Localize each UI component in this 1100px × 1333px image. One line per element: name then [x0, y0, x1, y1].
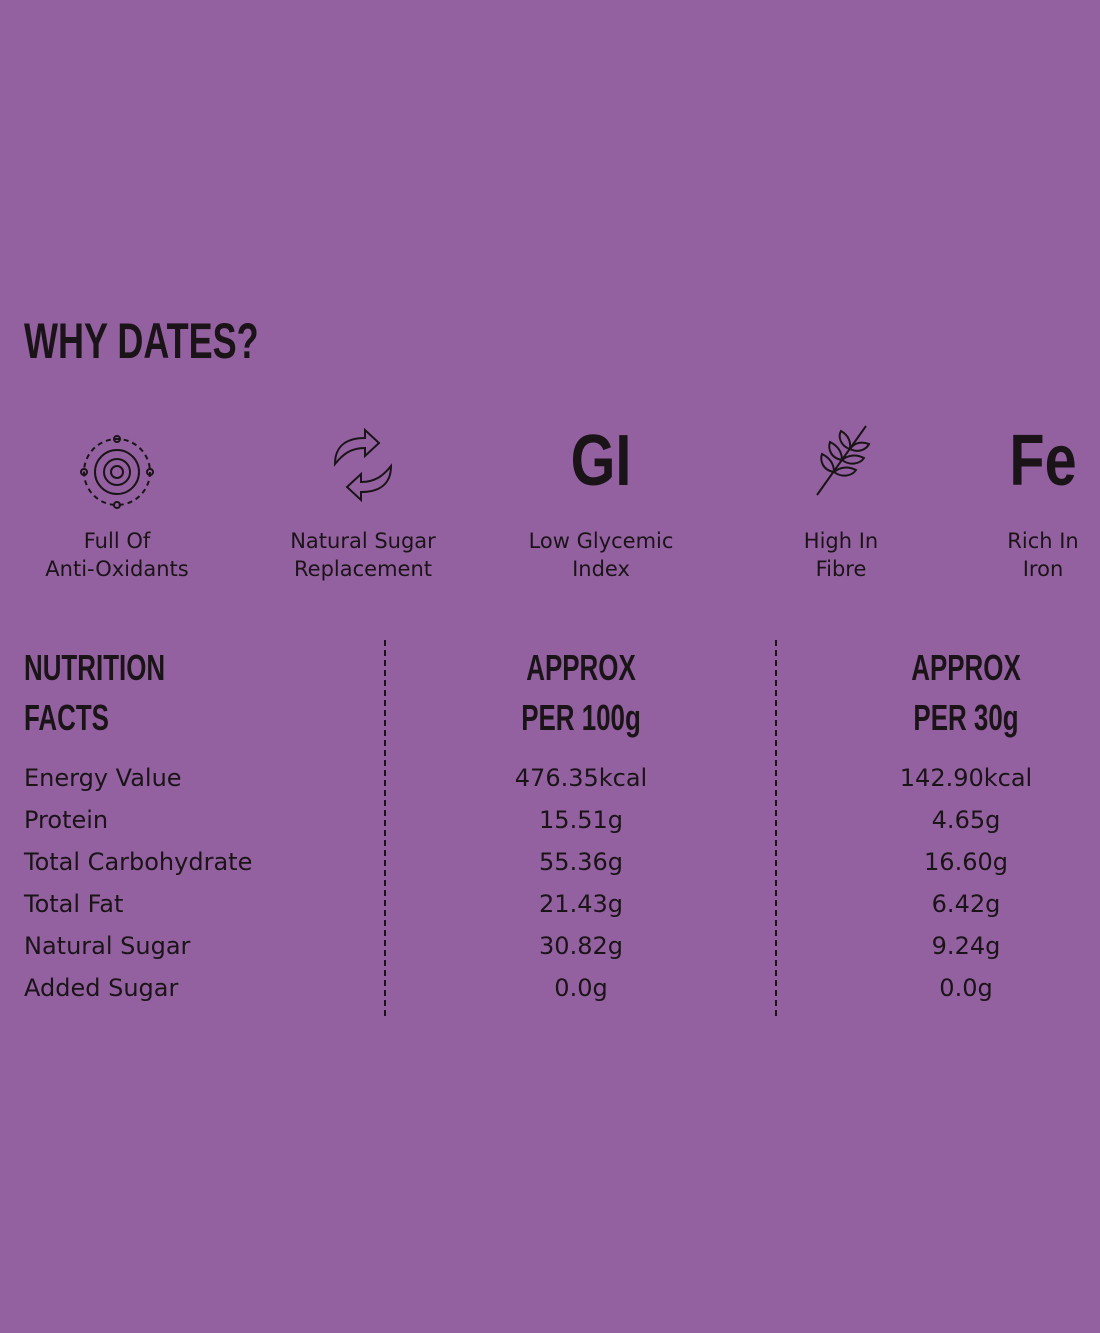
nutrient-value: 55.36g	[539, 848, 623, 876]
nutrient-value: 16.60g	[924, 848, 1008, 876]
nutrient-name: Added Sugar	[24, 974, 179, 1002]
icon-text: GI	[570, 421, 632, 501]
table-header: APPROX	[526, 647, 636, 688]
nutrient-value: 476.35kcal	[514, 764, 648, 792]
icon-text: Fe	[1009, 421, 1077, 501]
feature-label: Index	[572, 557, 630, 581]
feature-label: Low Glycemic	[528, 529, 674, 553]
divider	[384, 640, 386, 1016]
nutrient-value: 0.0g	[939, 974, 993, 1002]
wheat-icon	[816, 425, 871, 496]
nutrient-name: Natural Sugar	[24, 932, 191, 960]
title: WHY DATES?	[24, 313, 259, 369]
feature-label: Anti-Oxidants	[45, 557, 189, 581]
nutrient-value: 30.82g	[539, 932, 623, 960]
nutrient-name: Total Carbohydrate	[24, 848, 253, 876]
nutrient-name: Energy Value	[24, 764, 182, 792]
nutrient-value: 9.24g	[931, 932, 1001, 960]
table-header: NUTRITION	[24, 647, 166, 688]
nutrient-value: 142.90kcal	[899, 764, 1033, 792]
antioxidant-icon	[80, 435, 154, 509]
divider	[775, 640, 777, 1016]
feature-label: Fibre	[815, 557, 867, 581]
nutrient-value: 0.0g	[554, 974, 608, 1002]
feature-label: Replacement	[294, 557, 432, 581]
feature-label: High In	[803, 529, 879, 553]
table-header: PER 100g	[521, 697, 641, 738]
table-header: APPROX	[911, 647, 1021, 688]
feature-label: Iron	[1022, 557, 1064, 581]
feature-label: Rich In	[1007, 529, 1079, 553]
nutrient-name: Protein	[24, 806, 109, 834]
nutrient-name: Total Fat	[24, 890, 124, 918]
table-header: FACTS	[24, 697, 109, 738]
table-header: PER 30g	[913, 697, 1019, 738]
feature-label: Full Of	[83, 529, 151, 553]
nutrient-value: 4.65g	[931, 806, 1001, 834]
nutrient-value: 6.42g	[931, 890, 1001, 918]
replace-icon	[333, 427, 393, 503]
feature-label: Natural Sugar	[290, 529, 436, 553]
nutrient-value: 15.51g	[539, 806, 623, 834]
nutrient-value: 21.43g	[539, 890, 623, 918]
